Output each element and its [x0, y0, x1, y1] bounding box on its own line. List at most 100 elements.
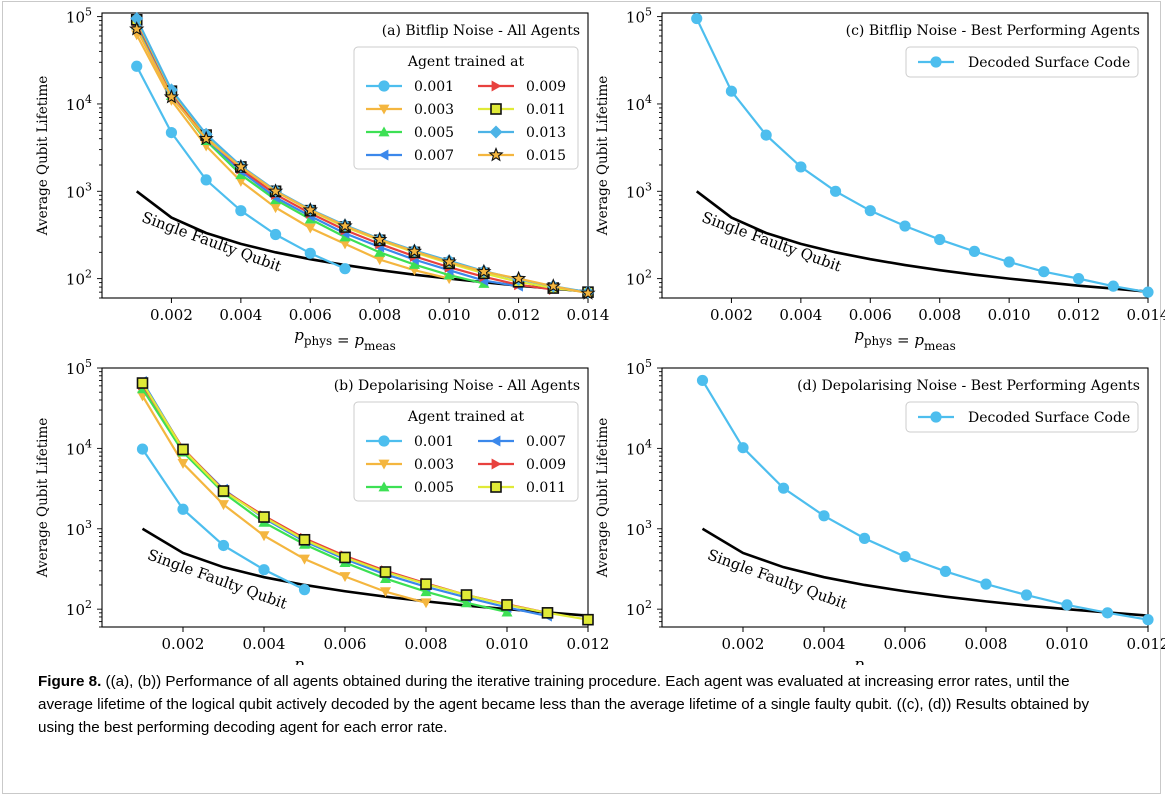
- data-point: [304, 247, 316, 259]
- data-point: [541, 607, 554, 619]
- y-tick-label: 103: [66, 518, 92, 539]
- data-point: [899, 551, 911, 563]
- data-point: [233, 158, 249, 174]
- data-point: [406, 243, 423, 258]
- legend-label: 0.011: [526, 480, 566, 496]
- x-tick-label: 0.006: [884, 635, 927, 653]
- data-point: [760, 129, 772, 141]
- data-point: [696, 374, 709, 387]
- series-line: [141, 382, 589, 621]
- data-point: [501, 606, 513, 617]
- data-point: [691, 12, 703, 25]
- legend: Decoded Surface Code: [905, 46, 1139, 78]
- legend-label: 0.001: [414, 434, 454, 450]
- legend-label: 0.003: [414, 102, 454, 118]
- data-point: [198, 130, 214, 146]
- legend-marker: [488, 146, 504, 162]
- y-tick-label: 105: [626, 6, 652, 27]
- legend-label: 0.009: [526, 457, 566, 473]
- y-tick-label: 102: [66, 268, 92, 289]
- data-point: [136, 443, 149, 455]
- legend-label: 0.011: [526, 102, 566, 118]
- data-point: [441, 253, 457, 269]
- legend-label: 0.007: [414, 148, 454, 164]
- data-point: [258, 511, 270, 523]
- x-axis-label: pphys = pmeas: [854, 326, 955, 353]
- data-point: [939, 565, 952, 577]
- legend-marker: [378, 126, 390, 137]
- y-tick-label: 102: [626, 598, 652, 619]
- legend-marker: [490, 481, 502, 493]
- data-point: [380, 573, 391, 584]
- y-tick-label: 105: [626, 357, 652, 378]
- legend-marker: [378, 481, 390, 492]
- legend-marker: [378, 459, 390, 470]
- data-point: [339, 551, 351, 564]
- data-point: [298, 584, 311, 596]
- x-tick-label: 0.004: [803, 635, 846, 653]
- data-point: [795, 161, 807, 173]
- data-point: [380, 587, 391, 598]
- data-point: [829, 185, 842, 197]
- legend: Decoded Surface Code: [905, 401, 1139, 433]
- data-point: [339, 263, 351, 275]
- series-line: [141, 388, 508, 614]
- x-tick-label: 0.008: [405, 635, 448, 653]
- data-point: [177, 443, 189, 456]
- single-faulty-qubit-line: [695, 190, 1149, 293]
- data-point: [131, 60, 143, 72]
- x-axis-label: pphys = pmeas: [854, 655, 955, 665]
- data-point: [461, 597, 472, 608]
- legend-marker: [378, 149, 389, 161]
- chart-panel-d: 0.002 0.004 0.006 0.008 0.010 0.012 102 103 104 1…: [595, 357, 1165, 665]
- x-tick-label: 0.008: [965, 635, 1008, 653]
- data-point: [374, 246, 386, 257]
- data-point: [299, 554, 310, 565]
- chart-panel-c: 0.002 0.004 0.006 0.008 0.010 0.012 0.014 102 10…: [595, 6, 1165, 353]
- y-tick-label: 104: [66, 93, 92, 114]
- data-point: [934, 233, 946, 246]
- data-point: [443, 269, 455, 280]
- data-point: [339, 572, 351, 582]
- legend-label: 0.003: [414, 457, 454, 473]
- data-point: [545, 278, 561, 293]
- data-point: [130, 12, 144, 26]
- single-faulty-qubit-label: Single Faulty Qubit: [699, 208, 844, 275]
- x-tick-label: 0.006: [849, 306, 892, 324]
- y-tick-label: 104: [626, 93, 652, 114]
- x-tick-label: 0.002: [722, 635, 765, 653]
- data-point: [1142, 614, 1154, 626]
- data-point: [165, 126, 178, 139]
- legend-box: [353, 46, 579, 170]
- x-tick-label: 0.010: [486, 635, 529, 653]
- x-tick-label: 0.004: [219, 306, 262, 324]
- x-tick-label: 0.006: [289, 306, 332, 324]
- caption-label: Figure 8.: [38, 673, 102, 690]
- legend-marker: [490, 435, 501, 447]
- legend: Agent trained at 0.001 0.003 0.005 0.007 0.00…: [353, 401, 579, 502]
- panel-title: (c) Bitflip Noise - Best Performing Agen…: [846, 23, 1140, 39]
- panel-title: (d) Depolarising Noise - Best Performing…: [797, 378, 1140, 394]
- data-point: [372, 231, 388, 247]
- data-point: [1072, 273, 1085, 285]
- data-point: [737, 442, 749, 454]
- data-point: [460, 589, 473, 601]
- data-point: [858, 532, 871, 544]
- data-point: [408, 259, 420, 269]
- single-faulty-qubit-label: Single Faulty Qubit: [139, 208, 284, 275]
- data-point: [476, 263, 492, 279]
- figure-canvas: 0.002 0.004 0.006 0.008 0.010 0.012 0.014 102 10…: [35, 6, 1165, 665]
- y-axis-label: Average Qubit Lifetime: [35, 418, 51, 578]
- series-0-001: [136, 443, 311, 596]
- legend-label: Decoded Surface Code: [968, 410, 1130, 426]
- data-point: [980, 578, 992, 590]
- legend-label: 0.015: [526, 148, 566, 164]
- plot-frame: [661, 12, 1149, 299]
- x-tick-label: 0.012: [1127, 635, 1165, 653]
- series-decoded-surface-code: [691, 12, 1154, 298]
- x-axis-label: pphys = pmeas: [294, 326, 395, 353]
- data-point: [420, 586, 432, 597]
- data-point: [217, 485, 230, 497]
- chart-panel-b: 0.002 0.004 0.006 0.008 0.010 0.012 102 103 104 1…: [35, 357, 609, 665]
- figure-caption: Figure 8. ((a), (b)) Performance of all …: [38, 670, 1128, 739]
